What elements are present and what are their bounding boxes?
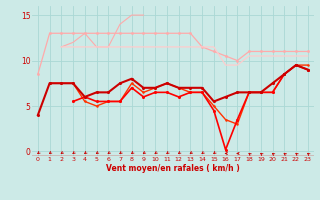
X-axis label: Vent moyen/en rafales ( km/h ): Vent moyen/en rafales ( km/h ) — [106, 164, 240, 173]
